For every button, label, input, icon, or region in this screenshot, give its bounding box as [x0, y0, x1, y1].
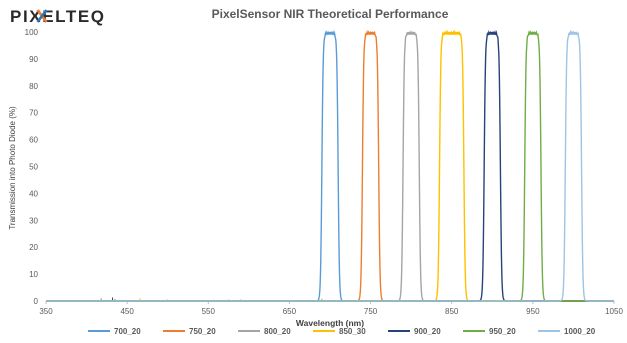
series-line-950_20 [46, 29, 614, 302]
x-tick-label: 850 [445, 307, 459, 316]
series-line-750_20 [46, 29, 614, 302]
y-tick-label: 90 [29, 55, 38, 64]
legend: 700_20 750_20 800_20 850_30 900_20 950_20 1000… [88, 327, 596, 336]
y-tick-label: 30 [29, 216, 38, 225]
y-tick-label: 60 [29, 136, 38, 145]
legend-label: 1000_20 [564, 327, 596, 336]
series-line-800_20 [46, 30, 614, 302]
x-tick-label: 550 [202, 307, 216, 316]
x-tick-label: 350 [39, 307, 53, 316]
chart-title: PixelSensor NIR Theoretical Performance [212, 7, 449, 21]
logo-text: PIXELTEQ [10, 7, 106, 26]
y-tick-label: 50 [29, 163, 38, 172]
x-axis-ticks: 350 450 550 650 750 850 950 1050 [39, 301, 623, 316]
legend-label: 850_30 [339, 327, 366, 336]
y-tick-label: 80 [29, 82, 38, 91]
legend-label: 900_20 [414, 327, 441, 336]
y-axis-label: Transmission into Photo Diode (%) [8, 106, 17, 230]
series-line-900_20 [46, 29, 614, 302]
series-line-1000_20 [46, 29, 614, 302]
legend-label: 700_20 [114, 327, 141, 336]
logo-x-mark-icon [36, 9, 48, 23]
legend-label: 950_20 [489, 327, 516, 336]
y-tick-label: 20 [29, 243, 38, 252]
x-tick-label: 450 [120, 307, 134, 316]
plot-area: 350 450 550 650 750 850 950 1050 0 10 20 30 40 50 60 7… [25, 28, 624, 316]
x-axis-label: Wavelength (nm) [296, 318, 364, 328]
legend-label: 750_20 [189, 327, 216, 336]
legend-label: 800_20 [264, 327, 291, 336]
series-lines [46, 29, 614, 302]
x-tick-label: 1050 [605, 307, 623, 316]
series-line-850_30 [46, 29, 614, 302]
pixelteq-logo: PIXELTEQ [10, 7, 106, 26]
y-tick-label: 70 [29, 109, 38, 118]
y-tick-label: 10 [29, 270, 38, 279]
y-tick-label: 0 [34, 297, 39, 306]
y-axis-ticks: 0 10 20 30 40 50 60 70 80 90 100 [25, 28, 39, 306]
y-tick-label: 100 [25, 28, 39, 37]
x-tick-label: 750 [364, 307, 378, 316]
y-tick-label: 40 [29, 189, 38, 198]
x-tick-label: 950 [526, 307, 540, 316]
x-tick-label: 650 [283, 307, 297, 316]
series-line-700_20 [46, 30, 614, 302]
